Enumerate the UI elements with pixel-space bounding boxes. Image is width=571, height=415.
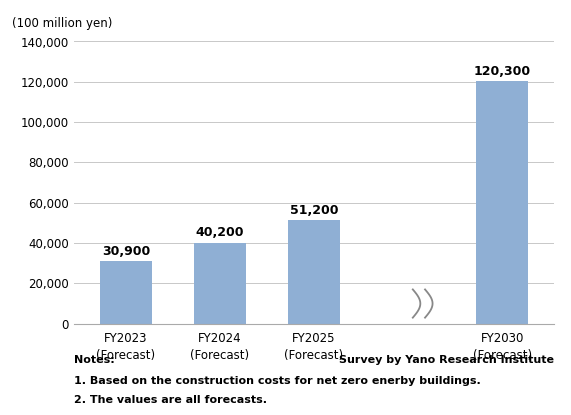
Text: Survey by Yano Research Institute: Survey by Yano Research Institute [339,355,554,365]
Text: 30,900: 30,900 [102,245,150,258]
Bar [288,220,340,324]
Bar [476,81,528,324]
Text: 2. The values are all forecasts.: 2. The values are all forecasts. [74,395,267,405]
Bar [194,243,246,324]
Text: 120,300: 120,300 [473,65,530,78]
Text: 40,200: 40,200 [196,226,244,239]
Text: 1. Based on the construction costs for net zero enerby buildings.: 1. Based on the construction costs for n… [74,376,481,386]
Text: (100 million yen): (100 million yen) [12,17,112,30]
Text: 51,200: 51,200 [290,204,338,217]
Bar [100,261,152,324]
Text: Notes:: Notes: [74,355,115,365]
